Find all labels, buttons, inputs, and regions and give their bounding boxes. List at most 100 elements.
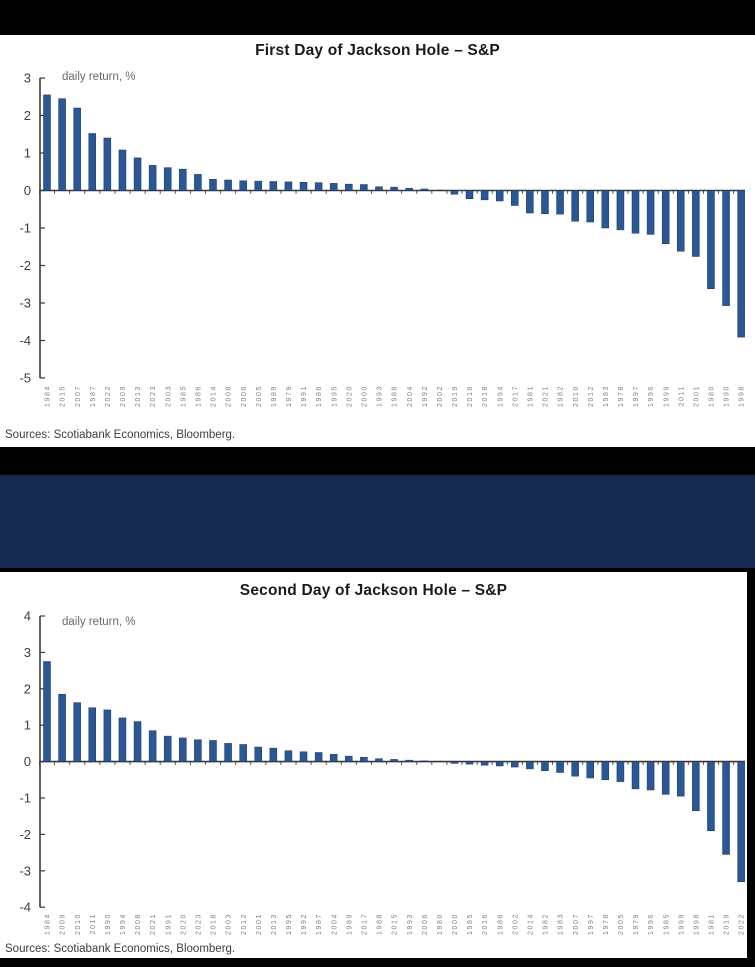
bar bbox=[631, 190, 640, 234]
bar bbox=[616, 190, 625, 231]
x-tick-label: 1995 bbox=[331, 385, 338, 407]
bar bbox=[586, 190, 594, 223]
bar bbox=[450, 761, 459, 764]
y-tick-label: 1 bbox=[24, 718, 31, 733]
x-tick-label: 1991 bbox=[165, 913, 172, 935]
y-tick-label: -3 bbox=[19, 863, 31, 878]
x-tick-label: 1979 bbox=[286, 385, 293, 407]
x-tick-label: 2010 bbox=[573, 385, 580, 407]
x-tick-label: 2015 bbox=[392, 913, 399, 935]
y-tick-label: -2 bbox=[19, 827, 31, 842]
first-day-axis-annotation: daily return, % bbox=[62, 71, 136, 83]
bar bbox=[209, 740, 217, 762]
bar bbox=[314, 182, 323, 191]
bar bbox=[163, 735, 172, 762]
bar bbox=[661, 190, 670, 244]
y-tick-label: 0 bbox=[24, 754, 31, 769]
bar bbox=[103, 137, 112, 191]
x-tick-label: 1991 bbox=[301, 385, 308, 407]
x-tick-label: 1990 bbox=[105, 913, 112, 935]
first-day-bar-chart: 3 2 1 0 -1 -2 -3 -4 -5 1984 2015 2007 1987 2022 2009 20… bbox=[19, 71, 746, 407]
bar bbox=[179, 737, 187, 762]
x-tick-label: 2009 bbox=[60, 913, 67, 935]
bar bbox=[405, 188, 413, 191]
y-tick-label: 3 bbox=[24, 645, 31, 660]
bar bbox=[179, 168, 187, 191]
x-tick-label: 2017 bbox=[512, 385, 519, 407]
x-tick-label: 1979 bbox=[633, 913, 640, 935]
bar bbox=[360, 184, 368, 191]
x-tick-label: 2003 bbox=[165, 385, 172, 407]
bar bbox=[390, 759, 398, 762]
bar bbox=[88, 707, 97, 762]
x-tick-label: 2002 bbox=[437, 385, 444, 407]
bar bbox=[405, 759, 413, 762]
y-tick-label: 0 bbox=[24, 183, 31, 198]
bar bbox=[465, 761, 474, 765]
bar bbox=[209, 179, 217, 191]
y-tick-label: -4 bbox=[19, 333, 31, 348]
bar bbox=[511, 190, 519, 206]
bar bbox=[133, 721, 142, 762]
x-tick-label: 2021 bbox=[543, 385, 550, 407]
x-tick-label: 1998 bbox=[739, 385, 746, 407]
x-tick-label: 2005 bbox=[256, 385, 263, 407]
bar bbox=[631, 761, 640, 790]
bar bbox=[692, 190, 700, 257]
bar bbox=[345, 183, 353, 191]
bar bbox=[133, 157, 142, 191]
bar bbox=[646, 761, 655, 791]
x-tick-label: 1993 bbox=[377, 385, 384, 407]
x-tick-label: 2014 bbox=[527, 913, 534, 935]
x-tick-label: 1989 bbox=[346, 913, 353, 935]
bar bbox=[329, 183, 338, 191]
first-day-chart-title: First Day of Jackson Hole – S&P bbox=[255, 42, 500, 59]
bar bbox=[314, 752, 323, 762]
bar bbox=[737, 190, 745, 338]
y-tick-label: -3 bbox=[19, 296, 31, 311]
bar bbox=[118, 149, 127, 191]
x-tick-label: 2012 bbox=[241, 913, 248, 935]
bar bbox=[284, 750, 293, 762]
bar bbox=[480, 190, 489, 201]
x-tick-label: 1997 bbox=[633, 385, 640, 407]
bar bbox=[707, 761, 715, 832]
x-tick-label: 2023 bbox=[196, 913, 203, 935]
x-tick-label: 1995 bbox=[286, 913, 293, 935]
x-tick-label: 2007 bbox=[75, 385, 82, 407]
x-tick-label: 2022 bbox=[739, 913, 746, 935]
bar bbox=[224, 179, 232, 191]
x-tick-label: 1986 bbox=[497, 913, 504, 935]
bar bbox=[224, 743, 232, 762]
bar bbox=[73, 107, 81, 191]
x-tick-label: 2003 bbox=[226, 913, 233, 935]
x-tick-label: 2011 bbox=[90, 913, 97, 934]
bar bbox=[43, 94, 51, 191]
bar bbox=[616, 761, 625, 782]
y-tick-label: 3 bbox=[24, 71, 31, 86]
bar bbox=[269, 747, 278, 762]
bar bbox=[239, 744, 247, 762]
x-tick-label: 2011 bbox=[678, 385, 685, 406]
x-tick-label: 2018 bbox=[482, 385, 489, 407]
x-tick-label: 2006 bbox=[422, 913, 429, 935]
y-tick-label: -4 bbox=[19, 900, 31, 915]
bar bbox=[571, 190, 579, 222]
x-tick-label: 1981 bbox=[527, 385, 534, 407]
bar bbox=[526, 761, 534, 770]
bar bbox=[601, 190, 610, 229]
x-tick-label: 2012 bbox=[588, 385, 595, 407]
x-tick-label: 1981 bbox=[709, 913, 716, 935]
x-tick-label: 2019 bbox=[452, 385, 459, 407]
x-tick-label: 2020 bbox=[180, 913, 187, 935]
bar bbox=[390, 186, 398, 191]
bar bbox=[722, 190, 730, 306]
x-tick-label: 2017 bbox=[361, 913, 368, 935]
bar bbox=[511, 761, 519, 768]
bar bbox=[601, 761, 610, 781]
x-tick-label: 1999 bbox=[663, 385, 670, 407]
x-tick-label: 2008 bbox=[135, 913, 142, 935]
bar bbox=[722, 761, 730, 855]
bar bbox=[737, 761, 745, 882]
x-tick-label: 1990 bbox=[724, 385, 731, 407]
